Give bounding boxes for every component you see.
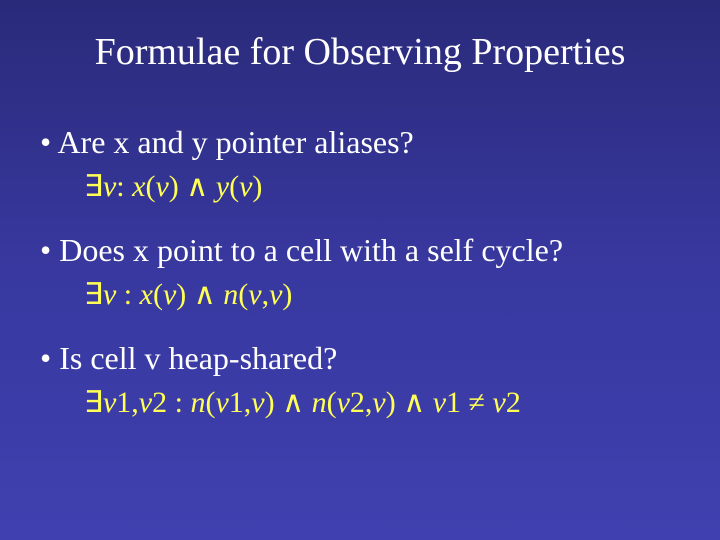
formula-line: ∃v: x(v) ∧ y(v) bbox=[84, 169, 680, 204]
formula-line: ∃v1,v2 : n(v1,v) ∧ n(v2,v) ∧ v1 ≠ v2 bbox=[84, 385, 680, 420]
bullet-item: Are x and y pointer aliases? bbox=[40, 124, 680, 161]
bullet-item: Is cell v heap-shared? bbox=[40, 340, 680, 377]
formula-line: ∃v : x(v) ∧ n(v,v) bbox=[84, 277, 680, 312]
slide: Formulae for Observing Properties Are x … bbox=[0, 0, 720, 540]
bullet-item: Does x point to a cell with a self cycle… bbox=[40, 232, 680, 269]
slide-title: Formulae for Observing Properties bbox=[40, 30, 680, 74]
